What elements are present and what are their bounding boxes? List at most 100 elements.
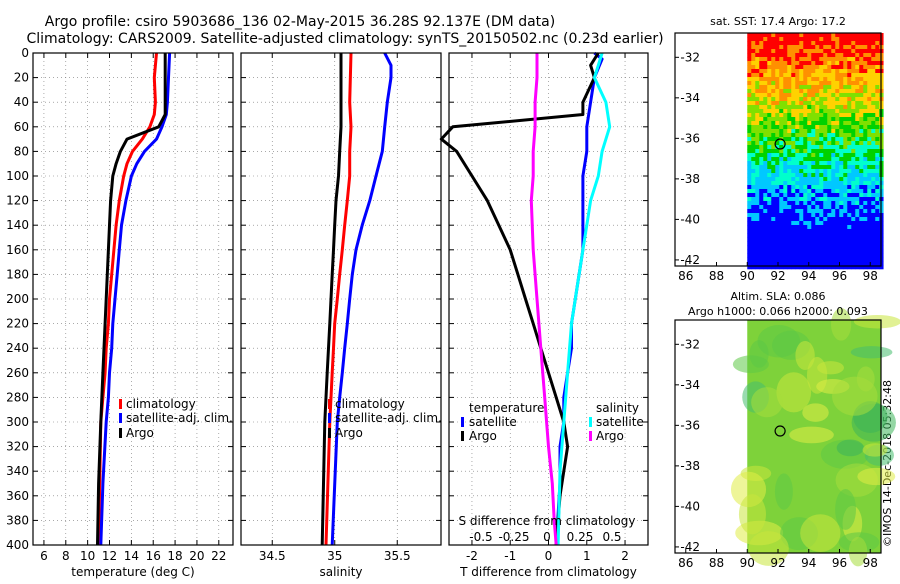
sst-cell — [767, 261, 772, 266]
sst-cell — [799, 221, 804, 226]
sst-cell — [855, 73, 860, 78]
sst-cell — [843, 253, 848, 258]
sst-cell — [867, 177, 872, 182]
sst-cell — [835, 109, 840, 114]
sst-cell — [799, 245, 804, 250]
sst-cell — [783, 181, 788, 186]
sst-cell — [747, 225, 752, 230]
sst-cell — [835, 57, 840, 62]
sst-cell — [839, 161, 844, 166]
sst-cell — [811, 229, 816, 234]
sst-cell — [787, 133, 792, 138]
y-tick-label: 60 — [14, 120, 29, 134]
sst-cell — [851, 81, 856, 86]
sst-cell — [787, 217, 792, 222]
sst-cell — [871, 57, 876, 62]
sst-cell — [839, 93, 844, 98]
sst-cell — [803, 241, 808, 246]
y-tick-label: -34 — [680, 91, 700, 105]
sst-cell — [863, 265, 868, 270]
sla-patch — [795, 340, 815, 370]
sst-cell — [815, 109, 820, 114]
sst-cell — [863, 205, 868, 210]
sst-cell — [819, 89, 824, 94]
sst-cell — [771, 217, 776, 222]
sst-cell — [851, 169, 856, 174]
sst-cell — [871, 117, 876, 122]
sst-cell — [867, 201, 872, 206]
sst-cell — [799, 197, 804, 202]
sst-cell — [875, 189, 880, 194]
sst-cell — [855, 253, 860, 258]
sst-cell — [767, 101, 772, 106]
sst-cell — [867, 69, 872, 74]
sst-cell — [759, 245, 764, 250]
sst-cell — [859, 149, 864, 154]
sst-cell — [755, 33, 760, 38]
sst-cell — [795, 229, 800, 234]
sst-cell — [827, 201, 832, 206]
sst-cell — [803, 101, 808, 106]
sst-cell — [875, 201, 880, 206]
sst-cell — [767, 181, 772, 186]
sst-cell — [847, 237, 852, 242]
sst-cell — [811, 201, 816, 206]
sst-cell — [851, 253, 856, 258]
sst-cell — [835, 173, 840, 178]
sst-cell — [763, 237, 768, 242]
sst-cell — [831, 133, 836, 138]
sst-cell — [751, 221, 756, 226]
sst-cell — [843, 173, 848, 178]
sst-cell — [823, 109, 828, 114]
sst-cell — [775, 169, 780, 174]
sst-cell — [839, 217, 844, 222]
sst-cell — [747, 181, 752, 186]
sst-cell — [855, 257, 860, 262]
sst-cell — [755, 149, 760, 154]
sst-cell — [823, 185, 828, 190]
sst-cell — [791, 261, 796, 266]
sst-cell — [787, 257, 792, 262]
sst-cell — [755, 77, 760, 82]
sst-cell — [787, 265, 792, 270]
sst-cell — [799, 209, 804, 214]
sst-cell — [763, 69, 768, 74]
sst-cell — [767, 141, 772, 146]
sst-cell — [759, 33, 764, 38]
sst-cell — [847, 177, 852, 182]
sst-cell — [847, 217, 852, 222]
sst-cell — [871, 97, 876, 102]
sst-cell — [871, 45, 876, 50]
sst-cell — [835, 265, 840, 270]
sst-cell — [791, 129, 796, 134]
sst-cell — [779, 49, 784, 54]
sst-cell — [763, 193, 768, 198]
sst-cell — [795, 45, 800, 50]
plot-frame — [448, 52, 649, 546]
sst-cell — [815, 153, 820, 158]
x-tick-label: 96 — [832, 269, 847, 283]
sst-cell — [799, 205, 804, 210]
sst-cell — [871, 209, 876, 214]
series-line-argo — [439, 52, 600, 546]
sst-cell — [779, 105, 784, 110]
sst-cell — [771, 213, 776, 218]
sst-cell — [747, 149, 752, 154]
sst-cell — [775, 89, 780, 94]
sst-cell — [759, 69, 764, 74]
sst-cell — [763, 141, 768, 146]
sst-cell — [771, 113, 776, 118]
sst-cell — [855, 69, 860, 74]
sst-cell — [807, 141, 812, 146]
sst-cell — [875, 161, 880, 166]
sst-cell — [855, 205, 860, 210]
sst-cell — [787, 153, 792, 158]
sst-cell — [851, 221, 856, 226]
panel-temperature: 6 8 10 12 14 16 18 20 22020406080100120140160180… — [6, 46, 234, 579]
sst-cell — [799, 149, 804, 154]
sst-cell — [819, 217, 824, 222]
sst-cell — [819, 101, 824, 106]
sst-cell — [863, 173, 868, 178]
sst-cell — [843, 149, 848, 154]
sst-cell — [863, 61, 868, 66]
